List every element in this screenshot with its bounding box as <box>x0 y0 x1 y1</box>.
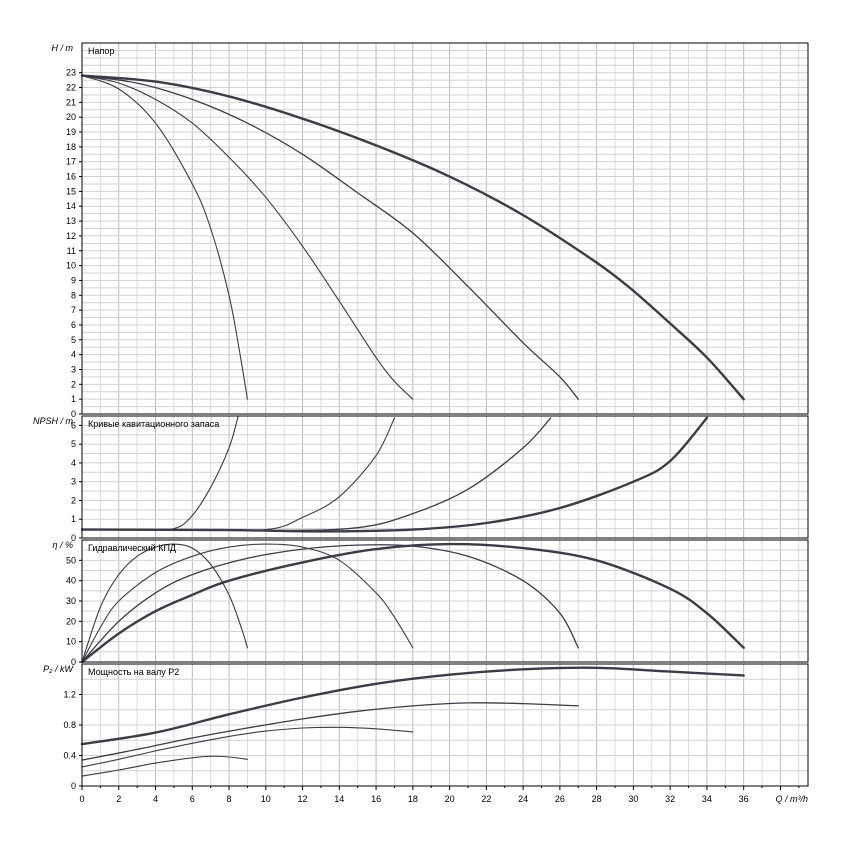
x-tick-label: 20 <box>445 794 455 804</box>
y-axis-label: NPSH / m <box>33 416 74 426</box>
y-tick-label: 5 <box>71 439 76 449</box>
series-curve-4 <box>80 74 745 401</box>
x-tick-label: 14 <box>334 794 344 804</box>
series-curve-1 <box>81 75 248 400</box>
series-curve-3 <box>81 702 579 761</box>
panel-frame <box>81 415 809 539</box>
x-tick-label: 28 <box>592 794 602 804</box>
x-tick-label: 24 <box>518 794 528 804</box>
y-tick-label: 7 <box>71 305 76 315</box>
y-tick-label: 1 <box>71 514 76 524</box>
y-tick-label: 50 <box>66 555 76 565</box>
y-tick-label: 23 <box>66 68 76 78</box>
series-curve-1 <box>81 415 239 531</box>
x-tick-label: 34 <box>702 794 712 804</box>
curves-layer <box>80 74 745 777</box>
y-tick-label: 0.8 <box>63 720 76 730</box>
y-tick-label: 18 <box>66 142 76 152</box>
series-curve-3 <box>81 74 579 400</box>
y-tick-label: 15 <box>66 186 76 196</box>
panel-title: Гидравлический КПД <box>88 543 176 553</box>
y-tick-label: 2 <box>71 495 76 505</box>
y-tick-label: 0 <box>71 657 76 667</box>
x-tick-label: 18 <box>408 794 418 804</box>
y-tick-label: 30 <box>66 596 76 606</box>
x-tick-label: 0 <box>79 794 84 804</box>
x-axis-label: Q / m³/h <box>775 794 808 804</box>
y-tick-label: 5 <box>71 335 76 345</box>
y-tick-label: 20 <box>66 616 76 626</box>
series-curve-4 <box>80 666 745 746</box>
y-tick-label: 13 <box>66 216 76 226</box>
panel-frame <box>81 42 809 415</box>
x-tick-label: 30 <box>628 794 638 804</box>
y-tick-label: 21 <box>66 97 76 107</box>
y-tick-label: 0.4 <box>63 751 76 761</box>
y-tick-label: 6 <box>71 320 76 330</box>
y-tick-label: 12 <box>66 231 76 241</box>
y-tick-label: 14 <box>66 201 76 211</box>
y-tick-label: 10 <box>66 637 76 647</box>
y-tick-label: 40 <box>66 576 76 586</box>
series-curve-4 <box>80 416 709 533</box>
x-tick-label: 16 <box>371 794 381 804</box>
series-curve-4 <box>80 542 745 664</box>
x-tick-label: 4 <box>153 794 158 804</box>
y-tick-label: 3 <box>71 364 76 374</box>
x-tick-label: 12 <box>298 794 308 804</box>
panel-title: Кривые кавитационного запаса <box>88 419 219 429</box>
panel-title: Мощность на валу P2 <box>88 667 179 677</box>
x-tick-label: 22 <box>481 794 491 804</box>
panel-frame <box>81 539 809 663</box>
y-tick-label: 9 <box>71 275 76 285</box>
y-tick-label: 0 <box>71 409 76 419</box>
y-tick-label: 1 <box>71 394 76 404</box>
series-curve-2 <box>81 75 414 400</box>
x-tick-label: 26 <box>555 794 565 804</box>
series-curve-3 <box>81 544 579 663</box>
y-tick-label: 4 <box>71 458 76 468</box>
panel-frames-layer <box>79 42 809 790</box>
y-tick-label: 22 <box>66 83 76 93</box>
y-tick-label: 1.2 <box>63 690 76 700</box>
y-tick-label: 19 <box>66 127 76 137</box>
y-tick-label: 6 <box>71 420 76 430</box>
y-tick-label: 20 <box>66 112 76 122</box>
x-tick-label: 32 <box>665 794 675 804</box>
x-tick-label: 36 <box>739 794 749 804</box>
x-tick-label: 2 <box>116 794 121 804</box>
y-axis-label: P₂ / kW <box>43 664 74 674</box>
y-tick-label: 0 <box>71 781 76 791</box>
x-tick-label: 8 <box>227 794 232 804</box>
y-axis-label: H / m <box>52 43 74 53</box>
series-curve-1 <box>81 543 248 663</box>
panel-title: Напор <box>88 46 114 56</box>
y-axis-label: η / % <box>52 540 73 550</box>
y-tick-label: 0 <box>71 533 76 543</box>
x-tick-label: 10 <box>261 794 271 804</box>
series-curve-2 <box>81 543 414 663</box>
y-tick-label: 16 <box>66 172 76 182</box>
series-curve-1 <box>81 755 248 777</box>
y-tick-label: 3 <box>71 477 76 487</box>
series-curve-2 <box>81 726 414 768</box>
labels-layer: 01234567891011121314151617181920212223На… <box>33 43 808 804</box>
y-tick-label: 8 <box>71 290 76 300</box>
y-tick-label: 2 <box>71 379 76 389</box>
panel-frame <box>81 663 809 787</box>
x-tick-label: 6 <box>190 794 195 804</box>
y-tick-label: 10 <box>66 261 76 271</box>
y-tick-label: 4 <box>71 350 76 360</box>
y-tick-label: 17 <box>66 157 76 167</box>
y-tick-label: 11 <box>67 246 76 256</box>
